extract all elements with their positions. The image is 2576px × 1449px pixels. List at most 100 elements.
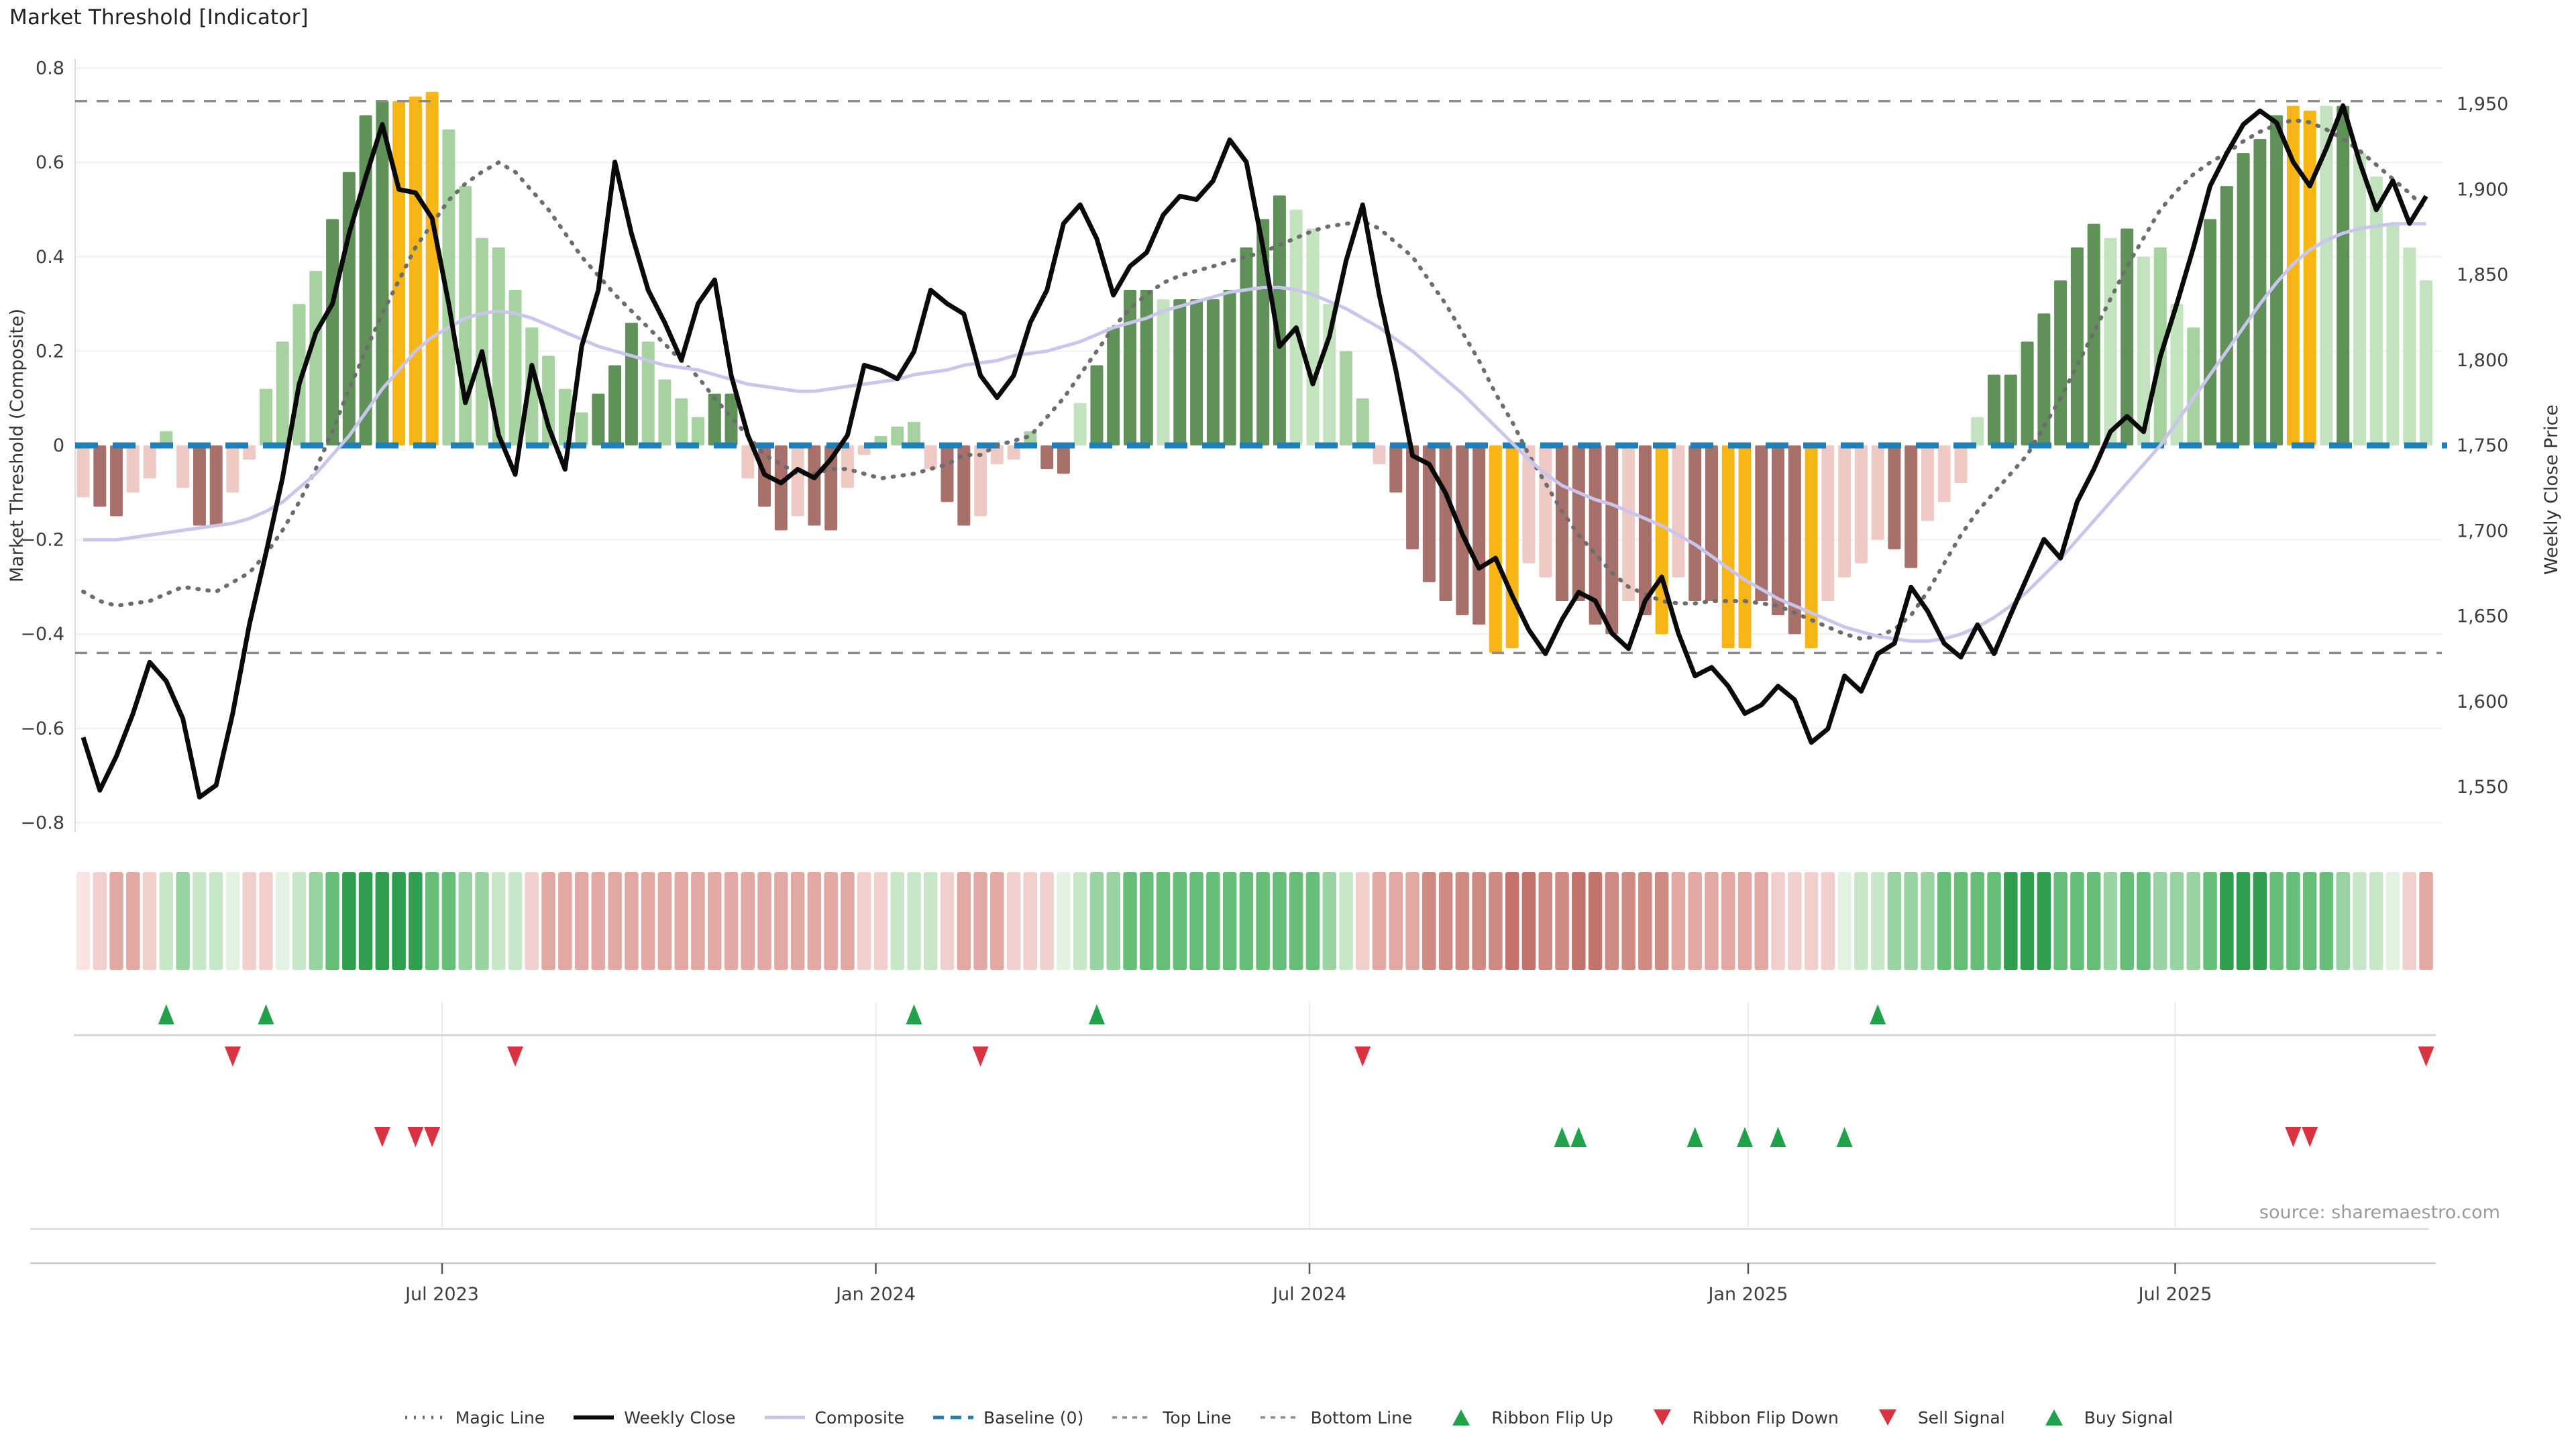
ribbon-cell	[342, 872, 356, 970]
threshold-bar	[1721, 445, 1735, 649]
threshold-bar	[1954, 445, 1968, 484]
threshold-bar	[1589, 445, 1602, 625]
threshold-bar	[1738, 445, 1752, 649]
threshold-bar	[1605, 445, 1619, 635]
source-note: source: sharemaestro.com	[2259, 1202, 2500, 1223]
threshold-bar	[76, 445, 90, 498]
ribbon-cell	[1372, 872, 1387, 970]
threshold-bar	[891, 426, 904, 445]
threshold-bar	[1439, 445, 1452, 601]
ribbon-cell	[126, 872, 140, 970]
threshold-bar	[974, 445, 987, 517]
ribbon-cell	[973, 872, 987, 970]
threshold-bar	[1190, 299, 1203, 445]
threshold-bar	[791, 445, 804, 517]
threshold-bar	[492, 247, 505, 445]
ribbon-cell	[2153, 872, 2167, 970]
ribbon-cell	[409, 872, 423, 970]
ribbon-cell	[292, 872, 307, 970]
threshold-bar	[2004, 374, 2017, 445]
right-axis-tick: 1,850	[2457, 265, 2508, 286]
ribbon-cell	[1654, 872, 1669, 970]
threshold-bar	[2403, 247, 2416, 445]
ribbon-heatmap	[76, 872, 2433, 970]
ribbon-cell	[193, 872, 207, 970]
ribbon-cell	[441, 872, 456, 970]
x-axis-tick-label: Jul 2024	[1271, 1284, 1346, 1305]
legend-item-label: Composite	[814, 1407, 904, 1428]
ribbon-cell	[508, 872, 523, 970]
threshold-bar	[525, 327, 539, 446]
threshold-bar	[309, 270, 323, 445]
ribbon-cell	[2402, 872, 2416, 970]
ribbon-cell	[1721, 872, 1735, 970]
ribbon-cell	[1771, 872, 1785, 970]
threshold-bar	[708, 393, 721, 445]
page-title: Market Threshold [Indicator]	[9, 5, 309, 30]
ribbon-cell	[1588, 872, 1603, 970]
threshold-bar	[990, 445, 1004, 465]
threshold-bar	[1472, 445, 1486, 625]
magic-line	[81, 117, 2428, 641]
legend-item-label: Baseline (0)	[983, 1407, 1084, 1428]
ribbon-flip-down-marker	[2418, 1046, 2434, 1067]
threshold-bar	[2237, 153, 2250, 445]
threshold-bar	[243, 445, 256, 460]
ribbon-cell	[425, 872, 439, 970]
threshold-bar	[808, 445, 821, 526]
ribbon-cell	[1638, 872, 1652, 970]
ribbon-flip-down-marker	[507, 1046, 524, 1067]
sell-signal-marker	[2285, 1127, 2302, 1147]
triangle-up-swatch	[1452, 1409, 1470, 1426]
ribbon-cell	[1904, 872, 1918, 970]
threshold-bar	[1638, 445, 1652, 616]
ribbon-cell	[392, 872, 406, 970]
ribbon-cell	[2385, 872, 2400, 970]
threshold-bar	[741, 445, 755, 479]
ribbon-cell	[1289, 872, 1303, 970]
ribbon-cell	[2070, 872, 2084, 970]
threshold-bar	[143, 445, 156, 479]
ribbon-cell	[1754, 872, 1768, 970]
threshold-bar	[2021, 341, 2034, 445]
threshold-bar	[359, 115, 372, 445]
ribbon-cell	[2053, 872, 2068, 970]
right-axis-tick: 1,550	[2457, 777, 2508, 798]
ribbon-cell	[1455, 872, 1470, 970]
ribbon-cell	[276, 872, 290, 970]
threshold-bar	[160, 431, 173, 445]
x-axis-tick-label: Jan 2024	[835, 1284, 916, 1305]
buy-signal-marker	[1836, 1127, 1853, 1147]
ribbon-cell	[1322, 872, 1336, 970]
threshold-bar	[1556, 445, 1568, 601]
threshold-bar	[924, 445, 937, 470]
ribbon-cell	[2120, 872, 2134, 970]
threshold-bar	[724, 393, 738, 445]
threshold-bar	[2286, 105, 2300, 446]
left-axis-tick: −0.2	[20, 530, 64, 551]
x-axis-tick-label: Jul 2023	[404, 1284, 479, 1305]
threshold-bar	[1140, 290, 1153, 445]
threshold-bar	[608, 365, 622, 445]
ribbon-cell	[176, 872, 190, 970]
buy-signal-marker	[1570, 1127, 1587, 1147]
ribbon-cell	[1106, 872, 1120, 970]
ribbon-cell	[1555, 872, 1569, 970]
threshold-bar	[1489, 445, 1502, 653]
solid-line-swatch	[574, 1415, 614, 1419]
threshold-bar	[1522, 445, 1536, 564]
ribbon-cell	[1505, 872, 1519, 970]
threshold-bar	[1572, 445, 1585, 601]
threshold-bar	[841, 445, 854, 488]
threshold-bar	[2369, 176, 2383, 445]
threshold-bar	[226, 445, 239, 493]
threshold-bar	[575, 412, 588, 445]
threshold-bar	[1539, 445, 1552, 578]
threshold-bar	[1622, 445, 1635, 601]
right-axis-tick: 1,650	[2457, 606, 2508, 627]
dotted-line-swatch	[405, 1415, 445, 1419]
threshold-bar	[1306, 228, 1320, 445]
ribbon-cell	[375, 872, 390, 970]
triangle-down-swatch	[1653, 1409, 1671, 1426]
